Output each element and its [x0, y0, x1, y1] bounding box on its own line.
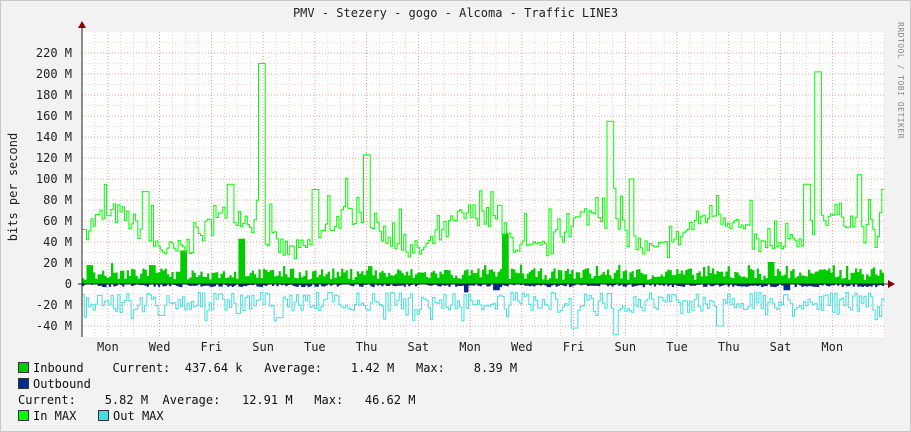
y-axis-arrow: [78, 21, 86, 28]
inbound-current: 437.64 k: [184, 361, 243, 375]
rrdtool-watermark: RRDTOOL / TOBI OETIKER: [896, 22, 905, 139]
out-max-name: Out MAX: [113, 409, 164, 423]
inbound-average-label: Average:: [264, 361, 323, 375]
outbound-average: 12.91 M: [242, 393, 293, 407]
in-max-name: In MAX: [33, 409, 77, 423]
inbound-max-label: Max:: [415, 361, 445, 375]
in-max-swatch: [18, 410, 29, 421]
legend-outbound: Outbound: [18, 377, 91, 391]
y-tick-label: 120 M: [36, 151, 72, 165]
x-tick-label: Mon: [821, 340, 843, 354]
outbound-max-label: Max:: [314, 393, 344, 407]
x-tick-label: Fri: [563, 340, 585, 354]
outbound-current-label: Current:: [18, 393, 76, 407]
x-tick-label: Wed: [149, 340, 171, 354]
x-tick-label: Tue: [666, 340, 688, 354]
x-tick-label: Tue: [304, 340, 326, 354]
y-tick-label: -40 M: [36, 319, 72, 333]
x-tick-label: Sat: [407, 340, 429, 354]
x-tick-label: Sun: [252, 340, 274, 354]
legend-max: In MAX Out MAX: [18, 409, 164, 423]
y-tick-label: 160 M: [36, 109, 72, 123]
y-tick-label: 180 M: [36, 88, 72, 102]
y-tick-label: 100 M: [36, 172, 72, 186]
inbound-current-label: Current:: [112, 361, 171, 375]
out-max-swatch: [98, 410, 110, 421]
y-tick-label: 200 M: [36, 67, 72, 81]
inbound-max: 8.39 M: [473, 361, 518, 375]
x-tick-label: Thu: [356, 340, 378, 354]
inbound-average: 1.42 M: [350, 361, 395, 375]
x-tick-label: Sat: [770, 340, 792, 354]
legend-outbound-stats: Current: 5.82 M Average: 12.91 M Max: 46…: [18, 393, 415, 407]
legend-inbound: Inbound Current: 437.64 k Average: 1.42 …: [18, 361, 517, 375]
y-tick-label: 0: [65, 277, 72, 291]
chart-title: PMV - Stezery - gogo - Alcoma - Traffic …: [292, 6, 619, 20]
y-tick-label: 60 M: [43, 214, 72, 228]
inbound-name: Inbound: [33, 361, 84, 375]
x-tick-label: Mon: [97, 340, 119, 354]
y-tick-label: 80 M: [43, 193, 72, 207]
series-inbound-area: [82, 233, 884, 284]
series-out-max-line: [82, 291, 885, 335]
x-tick-label: Sun: [614, 340, 636, 354]
y-tick-label: -20 M: [36, 298, 72, 312]
outbound-swatch: [18, 378, 29, 389]
outbound-max: 46.62 M: [364, 393, 416, 407]
x-tick-label: Fri: [201, 340, 223, 354]
inbound-swatch: [18, 362, 29, 373]
x-axis-arrow: [888, 280, 895, 288]
y-tick-label: 140 M: [36, 130, 72, 144]
series-outbound-area: [82, 284, 884, 293]
outbound-name: Outbound: [33, 377, 91, 391]
traffic-chart: -40 M -20 M 0 20 M 40 M 60 M 80 M 100 M 120 M 140…: [36, 21, 895, 354]
y-tick-label: 40 M: [43, 235, 72, 249]
x-tick-label: Mon: [459, 340, 481, 354]
outbound-average-label: Average:: [162, 393, 221, 407]
x-tick-label: Thu: [718, 340, 740, 354]
outbound-current: 5.82 M: [104, 393, 149, 407]
y-tick-label: 220 M: [36, 46, 72, 60]
series-in-max-line: [82, 63, 884, 259]
x-tick-label: Wed: [511, 340, 533, 354]
y-tick-label: 20 M: [43, 256, 72, 270]
